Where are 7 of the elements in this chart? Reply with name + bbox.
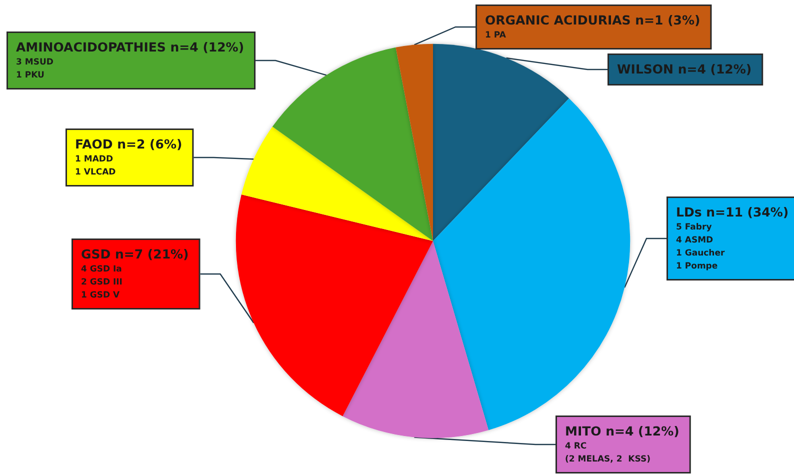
slice-label: AMINOACIDOPATHIES n=4 (12%) 3 MSUD 1 PKU bbox=[16, 40, 244, 80]
slice-label: LDs n=11 (34%) 5 Fabry 4 ASMD 1 Gaucher 1 Pompe bbox=[676, 204, 789, 272]
slice-label: ORGANIC ACIDURIAS n=1 (3%) 1 PA bbox=[485, 12, 700, 40]
slice-label: WILSON n=4 (12%) bbox=[617, 62, 752, 76]
slice-label: GSD n=7 (21%) 4 GSD Ia 2 GSD III 1 GSD V bbox=[81, 246, 189, 300]
slice-label: MITO n=4 (12%) 4 RC (2 MELAS, 2 KSS) bbox=[565, 424, 680, 464]
slice-label: FAOD n=2 (6%) 1 MADD 1 VLCAD bbox=[75, 136, 182, 178]
